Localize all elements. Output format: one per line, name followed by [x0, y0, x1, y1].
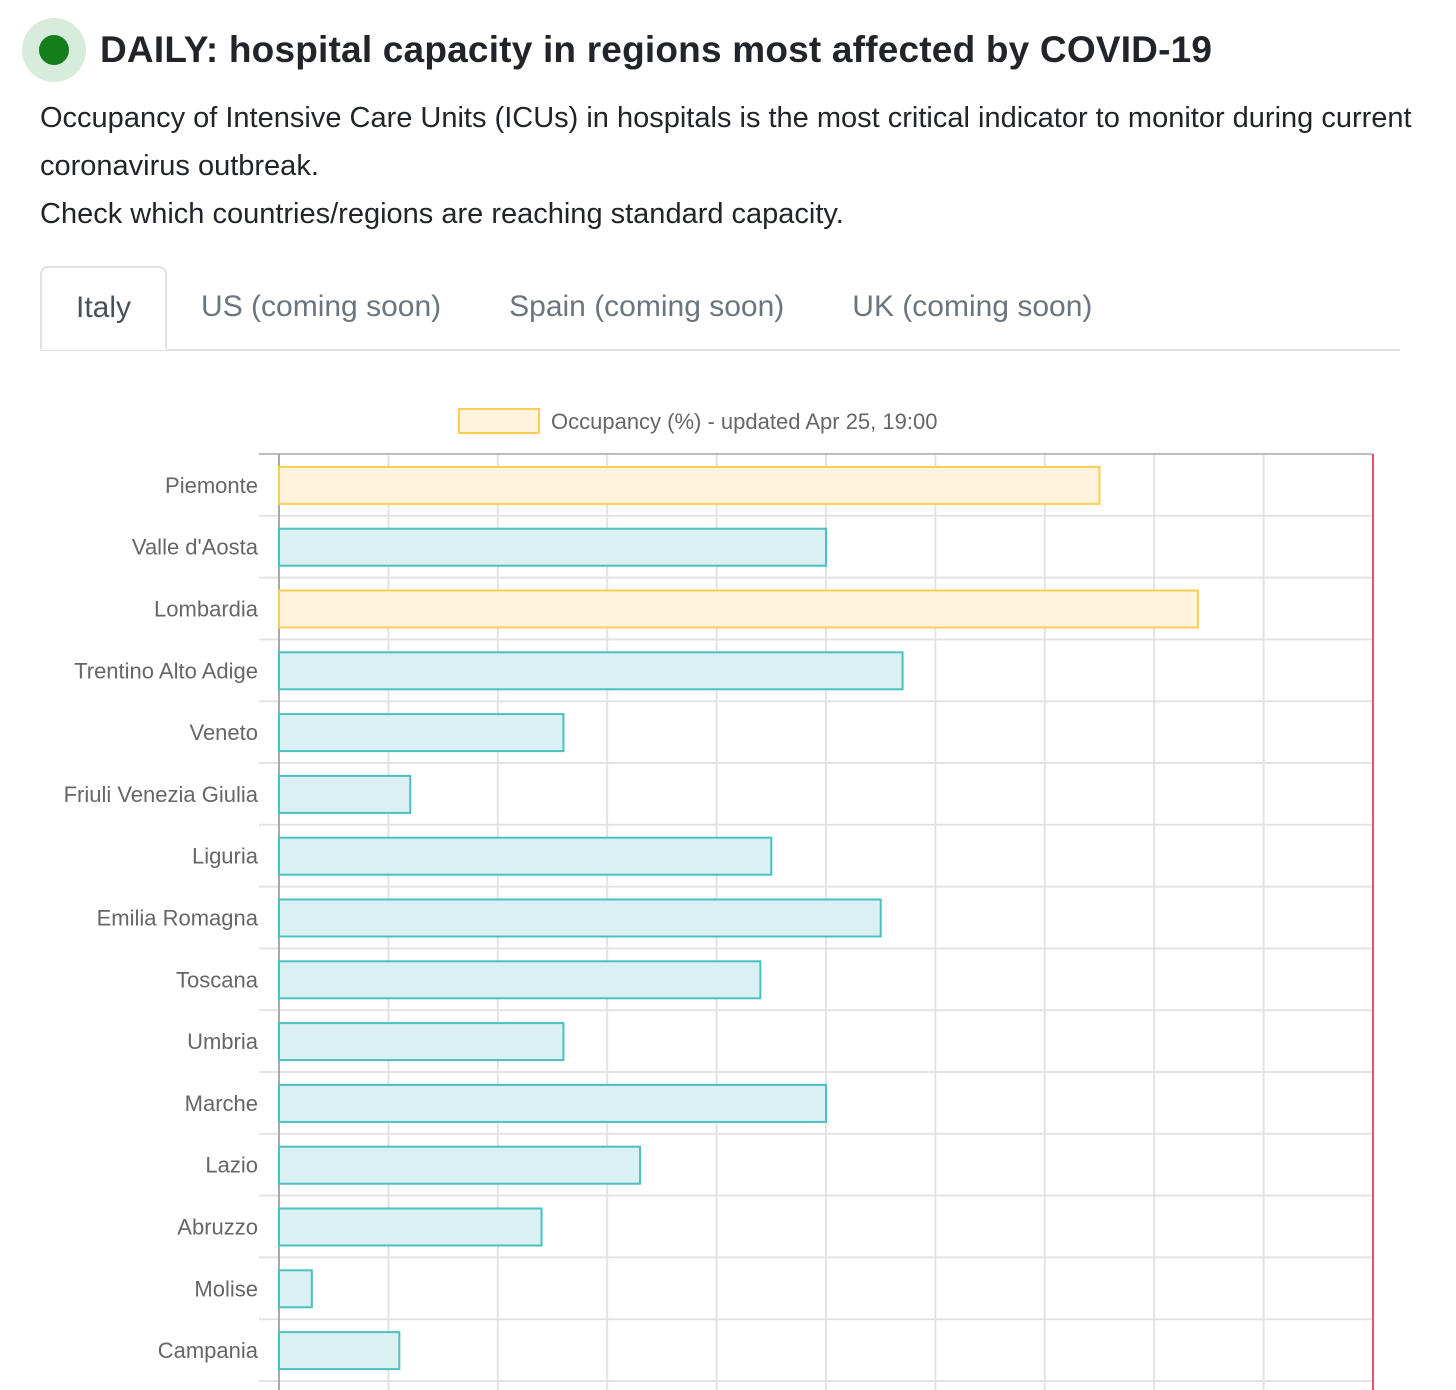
y-tick-label: Umbria	[187, 1029, 259, 1054]
bar-emilia-romagna	[278, 898, 882, 938]
page-title: DAILY: hospital capacity in regions most…	[100, 29, 1213, 70]
y-tick-label: Trentino Alto Adige	[74, 658, 258, 683]
status-dot-icon	[22, 18, 86, 82]
tab-italy[interactable]: Italy	[40, 266, 168, 350]
tab-us[interactable]: US (coming soon)	[201, 290, 442, 323]
country-tabs: Italy US (coming soon) Spain (coming soo…	[40, 266, 1400, 351]
y-tick-label: Valle d'Aosta	[132, 535, 259, 560]
chart-bars	[278, 465, 1199, 1371]
description-line-2: Check which countries/regions are reachi…	[40, 198, 844, 230]
description-line-1: Occupancy of Intensive Care Units (ICUs)…	[40, 102, 1412, 182]
y-tick-label: Abruzzo	[177, 1215, 258, 1240]
chart-legend[interactable]: Occupancy (%) - updated Apr 25, 19:00	[458, 408, 937, 434]
bar-veneto	[278, 713, 565, 753]
bar-friuli-venezia-giulia	[278, 774, 412, 814]
y-tick-label: Toscana	[176, 967, 259, 992]
y-tick-label: Emilia Romagna	[97, 906, 259, 931]
bar-liguria	[278, 836, 773, 876]
legend-label: Occupancy (%) - updated Apr 25, 19:00	[551, 409, 937, 434]
bar-marche	[278, 1083, 827, 1123]
tab-spain[interactable]: Spain (coming soon)	[509, 290, 785, 323]
tab-uk[interactable]: UK (coming soon)	[852, 290, 1093, 323]
y-tick-label: Marche	[185, 1091, 258, 1116]
bar-toscana	[278, 960, 762, 1000]
page-header: DAILY: hospital capacity in regions most…	[22, 18, 1212, 82]
bar-umbria	[278, 1022, 565, 1062]
y-tick-label: Lazio	[205, 1153, 258, 1178]
y-tick-label: Veneto	[189, 720, 258, 745]
y-tick-label: Campania	[158, 1338, 259, 1363]
bar-molise	[278, 1269, 313, 1309]
bar-lombardia	[278, 589, 1199, 629]
y-tick-label: Piemonte	[165, 473, 258, 498]
bar-valle-d-aosta	[278, 527, 827, 567]
legend-swatch	[458, 408, 540, 434]
chart-y-labels: Piemonte Valle d'Aosta Lombardia Trentino A…	[64, 473, 259, 1363]
occupancy-chart: Occupancy (%) - updated Apr 25, 19:00 Pi…	[64, 408, 1374, 1390]
bar-campania	[278, 1331, 401, 1371]
description: Occupancy of Intensive Care Units (ICUs)…	[40, 94, 1420, 238]
bar-abruzzo	[278, 1207, 543, 1247]
y-tick-label: Lombardia	[154, 597, 259, 622]
bar-piemonte	[278, 465, 1101, 505]
status-dot-inner	[39, 35, 69, 65]
y-tick-label: Molise	[194, 1276, 258, 1301]
bar-trentino-alto-adige	[278, 651, 904, 691]
y-tick-label: Liguria	[192, 844, 259, 869]
bar-lazio	[278, 1145, 642, 1185]
y-tick-label: Friuli Venezia Giulia	[64, 782, 259, 807]
